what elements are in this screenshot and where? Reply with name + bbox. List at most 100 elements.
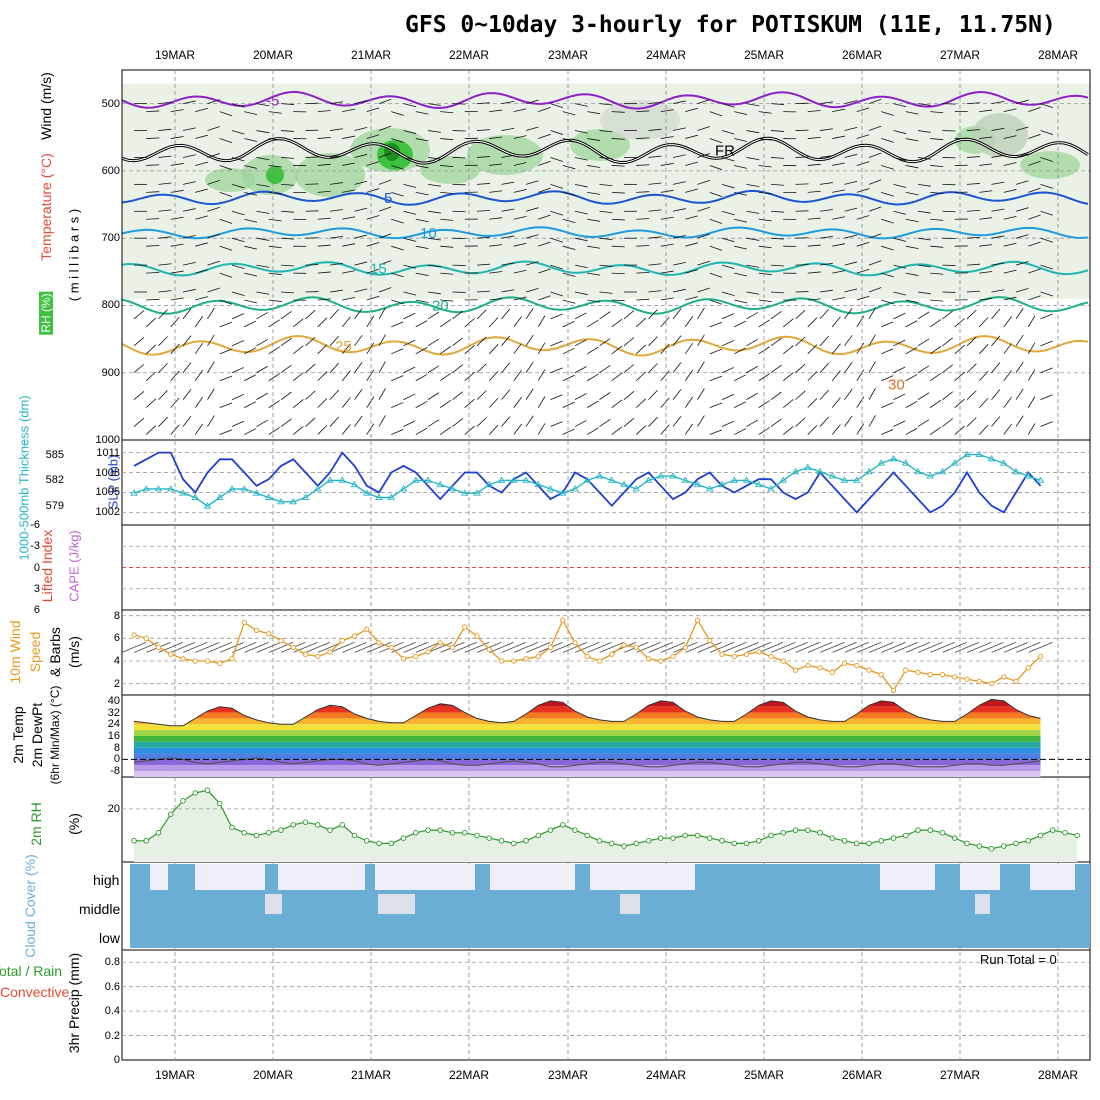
wind-barb (587, 642, 612, 653)
wind-barb (452, 337, 463, 347)
top-date-label: 19MAR (154, 48, 196, 62)
wind-barb (366, 134, 380, 139)
rh-point (694, 832, 701, 839)
wind-barb (182, 416, 192, 427)
wind-barb (672, 154, 686, 158)
wind-barb (1028, 241, 1041, 247)
wind-barb (562, 218, 576, 224)
pressure-tick: 900 (101, 366, 120, 379)
wind-barb (795, 309, 806, 320)
rh-point (768, 832, 774, 839)
wind-barb (550, 210, 563, 216)
wind-speed-point (743, 651, 750, 657)
wind-barb (341, 397, 351, 408)
rh-point (584, 832, 591, 839)
wind-barb (244, 401, 257, 408)
wind-barb (856, 315, 865, 328)
pressure-tick: 800 (101, 299, 120, 312)
wind-barb (697, 307, 705, 320)
wind-barb (415, 138, 429, 142)
wind-barb (219, 218, 233, 224)
wind-barb (991, 127, 1005, 131)
wind-barb (635, 398, 647, 408)
thickness-label: 1000-500mb Thickness (dm) (16, 395, 32, 561)
cloud-gap-mid (620, 894, 640, 914)
wind-barb (954, 371, 965, 382)
wind-barb (244, 218, 258, 223)
wind-barb (489, 271, 503, 274)
wind-barb (158, 290, 172, 293)
wind-speed-point (719, 651, 725, 657)
wind-barb (378, 388, 386, 400)
wind-barb (979, 190, 993, 193)
thickness-point (987, 455, 996, 462)
wind-barb (378, 152, 392, 158)
wind-speed-point (915, 669, 921, 675)
wind-barb (844, 180, 858, 185)
wind-barb (648, 209, 662, 212)
wind-barb (966, 263, 980, 266)
wind-barb (917, 237, 931, 241)
wind-barb (488, 370, 499, 382)
wind-barb (513, 316, 522, 328)
wind-speed-point (192, 658, 198, 664)
wind-barb (305, 417, 316, 427)
wind-barb (354, 288, 368, 293)
thickness-point (852, 476, 861, 483)
wind-barb (807, 344, 818, 355)
temp-tick: -8 (110, 765, 120, 778)
wind-barb (881, 375, 894, 382)
wind-barb (219, 299, 233, 305)
wind-barb (317, 317, 328, 328)
temp-band (134, 741, 1041, 748)
wind-barb (856, 134, 870, 139)
wind-barb (513, 642, 539, 653)
wind-barb (734, 111, 748, 115)
rh-point (547, 827, 554, 833)
wind-barb (685, 161, 698, 166)
wind-barb (403, 642, 428, 653)
wind-barb (783, 642, 808, 653)
wind-barb (844, 388, 853, 400)
thickness-point (142, 485, 151, 492)
wind-barb (525, 334, 534, 347)
wind-barb (881, 642, 906, 653)
wind-barb (391, 429, 404, 435)
wind-barb (329, 155, 343, 158)
wind-barb (537, 315, 546, 328)
wind-barb (734, 428, 747, 435)
wind-barb (133, 364, 145, 374)
wind-barb (917, 392, 930, 400)
wind-barb (231, 340, 245, 347)
wind-speed-point (290, 644, 296, 651)
thickness-point (693, 480, 702, 488)
wind-barb (636, 110, 650, 113)
wind-barb (219, 165, 233, 171)
slp-line (133, 451, 1042, 514)
wind-barb (366, 268, 380, 274)
thickness-point (595, 472, 604, 479)
wind-barb (415, 218, 429, 223)
wind-barb (930, 138, 944, 141)
wind-barb (881, 402, 894, 409)
wind-barb (832, 216, 846, 220)
rh-point (952, 835, 958, 841)
wind-barb (1015, 415, 1024, 427)
wind-barb (684, 342, 694, 355)
wind-barb (574, 130, 588, 134)
thickness-point (154, 485, 163, 492)
wind-barb (182, 308, 192, 320)
wind-barb (770, 210, 784, 213)
rh-point (927, 827, 934, 833)
temp-band (134, 706, 1041, 713)
wind-barb (427, 103, 441, 106)
wind-barb (1015, 388, 1024, 400)
precip-tick: 0.4 (104, 1005, 120, 1018)
wind-barb (1003, 108, 1017, 113)
cloud-gap (195, 864, 265, 890)
wind-barb (795, 363, 806, 374)
thickness-point (1036, 476, 1045, 483)
wind-barb (1040, 157, 1053, 162)
wind-barb (182, 181, 196, 185)
